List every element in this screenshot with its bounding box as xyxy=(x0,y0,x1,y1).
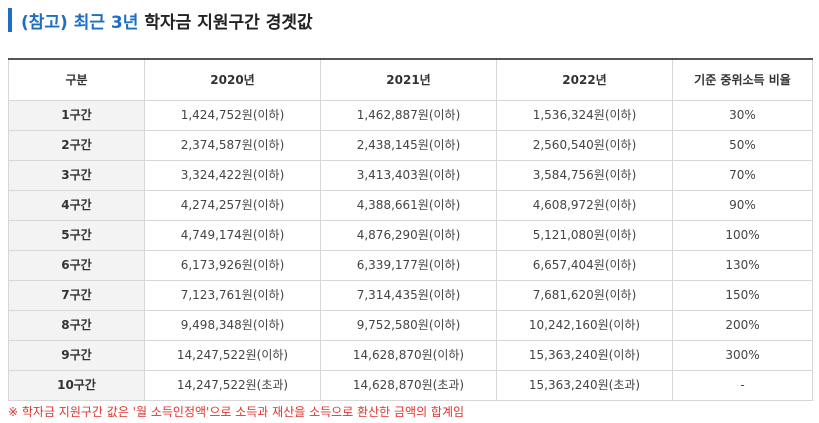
value-2021: 3,413,403원(이하) xyxy=(320,160,497,191)
median-income-ratio: 50% xyxy=(672,130,813,161)
table-header-row: 구분 2020년 2021년 2022년 기준 중위소득 비율 xyxy=(8,58,813,101)
table-body: 1구간 1,424,752원(이하) 1,462,887원(이하) 1,536,324… xyxy=(8,100,813,401)
median-income-ratio: 200% xyxy=(672,310,813,341)
bracket-label: 4구간 xyxy=(8,190,145,221)
value-2022: 2,560,540원(이하) xyxy=(496,130,673,161)
value-2020: 4,274,257원(이하) xyxy=(144,190,321,221)
value-2022: 1,536,324원(이하) xyxy=(496,100,673,131)
median-income-ratio: - xyxy=(672,370,813,401)
header-median-income-ratio: 기준 중위소득 비율 xyxy=(672,58,813,101)
value-2021: 6,339,177원(이하) xyxy=(320,250,497,281)
median-income-ratio: 30% xyxy=(672,100,813,131)
value-2020: 14,247,522원(초과) xyxy=(144,370,321,401)
bracket-label: 6구간 xyxy=(8,250,145,281)
support-bracket-table: 구분 2020년 2021년 2022년 기준 중위소득 비율 1구간 1,424… xyxy=(8,58,813,401)
value-2022: 6,657,404원(이하) xyxy=(496,250,673,281)
value-2022: 10,242,160원(이하) xyxy=(496,310,673,341)
value-2020: 6,173,926원(이하) xyxy=(144,250,321,281)
value-2020: 9,498,348원(이하) xyxy=(144,310,321,341)
bracket-label: 8구간 xyxy=(8,310,145,341)
bracket-label: 10구간 xyxy=(8,370,145,401)
footnote: ※ 학자금 지원구간 값은 '월 소득인정액'으로 소득과 재산을 소득으로 환… xyxy=(8,405,465,419)
value-2021: 4,388,661원(이하) xyxy=(320,190,497,221)
table-row: 1구간 1,424,752원(이하) 1,462,887원(이하) 1,536,324… xyxy=(8,100,813,131)
table-row: 6구간 6,173,926원(이하) 6,339,177원(이하) 6,657,404… xyxy=(8,250,813,281)
value-2022: 15,363,240원(이하) xyxy=(496,340,673,371)
value-2020: 3,324,422원(이하) xyxy=(144,160,321,191)
bracket-label: 9구간 xyxy=(8,340,145,371)
bracket-label: 5구간 xyxy=(8,220,145,251)
header-2021: 2021년 xyxy=(320,58,497,101)
value-2021: 14,628,870원(초과) xyxy=(320,370,497,401)
median-income-ratio: 130% xyxy=(672,250,813,281)
median-income-ratio: 100% xyxy=(672,220,813,251)
value-2021: 1,462,887원(이하) xyxy=(320,100,497,131)
value-2021: 9,752,580원(이하) xyxy=(320,310,497,341)
title-accent-bar xyxy=(8,8,12,32)
table-row: 9구간 14,247,522원(이하) 14,628,870원(이하) 15,363,… xyxy=(8,340,813,371)
value-2020: 14,247,522원(이하) xyxy=(144,340,321,371)
value-2021: 7,314,435원(이하) xyxy=(320,280,497,311)
value-2020: 1,424,752원(이하) xyxy=(144,100,321,131)
value-2022: 15,363,240원(초과) xyxy=(496,370,673,401)
value-2021: 2,438,145원(이하) xyxy=(320,130,497,161)
value-2020: 7,123,761원(이하) xyxy=(144,280,321,311)
header-category: 구분 xyxy=(8,58,145,101)
table-row: 5구간 4,749,174원(이하) 4,876,290원(이하) 5,121,080… xyxy=(8,220,813,251)
value-2020: 2,374,587원(이하) xyxy=(144,130,321,161)
header-2020: 2020년 xyxy=(144,58,321,101)
bracket-label: 3구간 xyxy=(8,160,145,191)
median-income-ratio: 70% xyxy=(672,160,813,191)
bracket-label: 7구간 xyxy=(8,280,145,311)
median-income-ratio: 300% xyxy=(672,340,813,371)
value-2022: 5,121,080원(이하) xyxy=(496,220,673,251)
value-2021: 14,628,870원(이하) xyxy=(320,340,497,371)
table-row: 8구간 9,498,348원(이하) 9,752,580원(이하) 10,242,16… xyxy=(8,310,813,341)
value-2022: 7,681,620원(이하) xyxy=(496,280,673,311)
value-2020: 4,749,174원(이하) xyxy=(144,220,321,251)
value-2021: 4,876,290원(이하) xyxy=(320,220,497,251)
page-title-row: (참고) 최근 3년 학자금 지원구간 경곗값 xyxy=(8,6,313,34)
table-row: 10구간 14,247,522원(초과) 14,628,870원(초과) 15,363… xyxy=(8,370,813,401)
page-title: 학자금 지원구간 경곗값 xyxy=(144,12,313,33)
bracket-label: 2구간 xyxy=(8,130,145,161)
title-prefix: (참고) 최근 3년 xyxy=(21,12,139,33)
median-income-ratio: 150% xyxy=(672,280,813,311)
median-income-ratio: 90% xyxy=(672,190,813,221)
header-2022: 2022년 xyxy=(496,58,673,101)
table-row: 3구간 3,324,422원(이하) 3,413,403원(이하) 3,584,756… xyxy=(8,160,813,191)
table-row: 2구간 2,374,587원(이하) 2,438,145원(이하) 2,560,540… xyxy=(8,130,813,161)
bracket-label: 1구간 xyxy=(8,100,145,131)
table-row: 4구간 4,274,257원(이하) 4,388,661원(이하) 4,608,972… xyxy=(8,190,813,221)
value-2022: 3,584,756원(이하) xyxy=(496,160,673,191)
table-row: 7구간 7,123,761원(이하) 7,314,435원(이하) 7,681,620… xyxy=(8,280,813,311)
value-2022: 4,608,972원(이하) xyxy=(496,190,673,221)
